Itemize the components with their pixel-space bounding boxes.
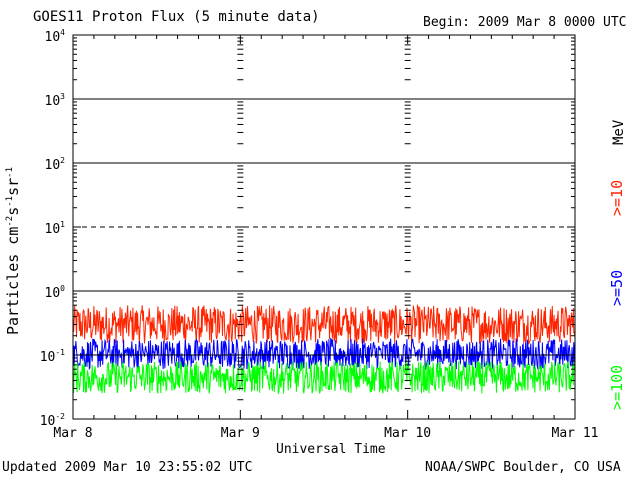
legend-item-10: >=10 (608, 179, 626, 216)
chart-title: GOES11 Proton Flux (5 minute data) (33, 9, 320, 25)
x-tick-label-2: Mar 10 (384, 426, 431, 441)
x-tick-label-0: Mar 8 (53, 426, 92, 441)
y-tick-label-0: 104 (45, 28, 66, 45)
y-tick-label-6: 10-2 (40, 412, 65, 429)
legend-item-100: >=100 (608, 364, 626, 410)
series-line-1 (72, 337, 576, 371)
begin-time: Begin: 2009 Mar 8 0000 UTC (423, 15, 627, 30)
y-tick-label-1: 103 (45, 92, 66, 109)
legend-unit: MeV (611, 119, 627, 145)
series-line-2 (72, 360, 576, 395)
updated-timestamp: Updated 2009 Mar 10 23:55:02 UTC (2, 460, 253, 475)
credit: NOAA/SWPC Boulder, CO USA (425, 460, 621, 475)
y-tick-label-4: 100 (45, 284, 66, 301)
series-line-0 (72, 303, 576, 345)
y-tick-label-5: 10-1 (40, 348, 65, 365)
x-tick-label-3: Mar 11 (552, 426, 599, 441)
legend-item-50: >=50 (608, 269, 626, 306)
y-tick-label-3: 101 (45, 220, 66, 237)
x-tick-label-1: Mar 9 (221, 426, 260, 441)
y-tick-label-2: 102 (45, 156, 66, 173)
x-axis-label: Universal Time (276, 442, 386, 457)
y-axis-label: Particles cm-2s-1sr-1 (4, 167, 22, 335)
